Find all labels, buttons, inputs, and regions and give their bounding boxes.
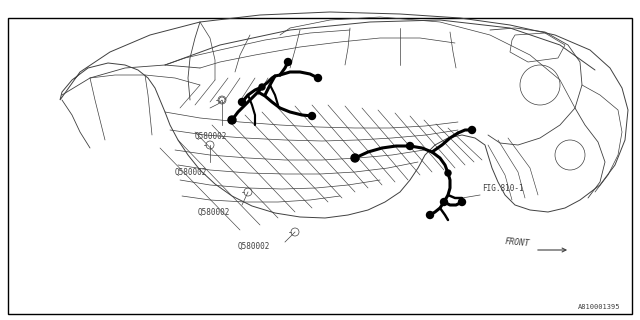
Text: Q580002: Q580002 xyxy=(195,132,227,141)
Circle shape xyxy=(445,170,451,176)
Circle shape xyxy=(458,198,465,205)
Circle shape xyxy=(308,113,316,119)
Text: Q580002: Q580002 xyxy=(175,168,207,177)
Circle shape xyxy=(351,154,359,162)
Text: Q580002: Q580002 xyxy=(238,242,270,251)
Circle shape xyxy=(228,116,236,124)
Circle shape xyxy=(285,59,291,66)
Circle shape xyxy=(259,84,265,90)
Text: FIG.810-1: FIG.810-1 xyxy=(482,184,524,193)
Circle shape xyxy=(468,126,476,133)
Circle shape xyxy=(239,99,246,106)
Circle shape xyxy=(406,142,413,149)
Circle shape xyxy=(440,198,447,205)
Text: A810001395: A810001395 xyxy=(577,304,620,310)
Circle shape xyxy=(426,212,433,219)
Text: FRONT: FRONT xyxy=(504,237,530,248)
Text: Q580002: Q580002 xyxy=(198,208,230,217)
Circle shape xyxy=(314,75,321,82)
